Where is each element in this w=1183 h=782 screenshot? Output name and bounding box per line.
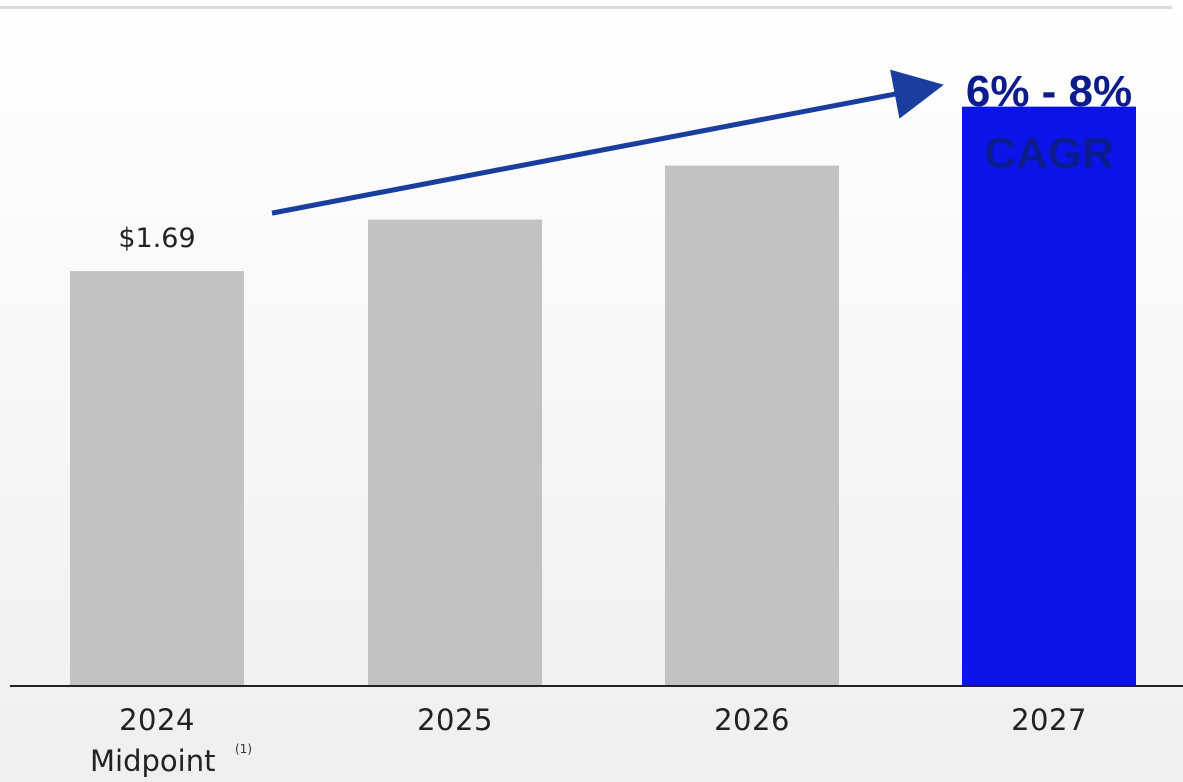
top-divider	[0, 6, 1172, 9]
bar-2025	[368, 219, 542, 686]
cagr-arrow	[271, 69, 944, 216]
bar-2024	[70, 271, 244, 686]
footnote-marker: (1)	[235, 742, 252, 756]
tick-label-2026: 2026	[714, 703, 790, 737]
cagr-label-text: CAGR	[984, 129, 1114, 178]
tick-sublabel-midpoint: Midpoint	[90, 744, 216, 778]
bars-group	[70, 106, 1136, 687]
tick-label-2027: 2027	[1011, 703, 1087, 737]
tick-label-2024: 2024	[119, 703, 195, 737]
cagr-range-text: 6% - 8%	[965, 67, 1133, 116]
tick-label-2025: 2025	[417, 703, 493, 737]
bar-2027	[962, 106, 1136, 687]
data-label-2024: $1.69	[118, 223, 196, 255]
bar-2026	[665, 165, 839, 686]
